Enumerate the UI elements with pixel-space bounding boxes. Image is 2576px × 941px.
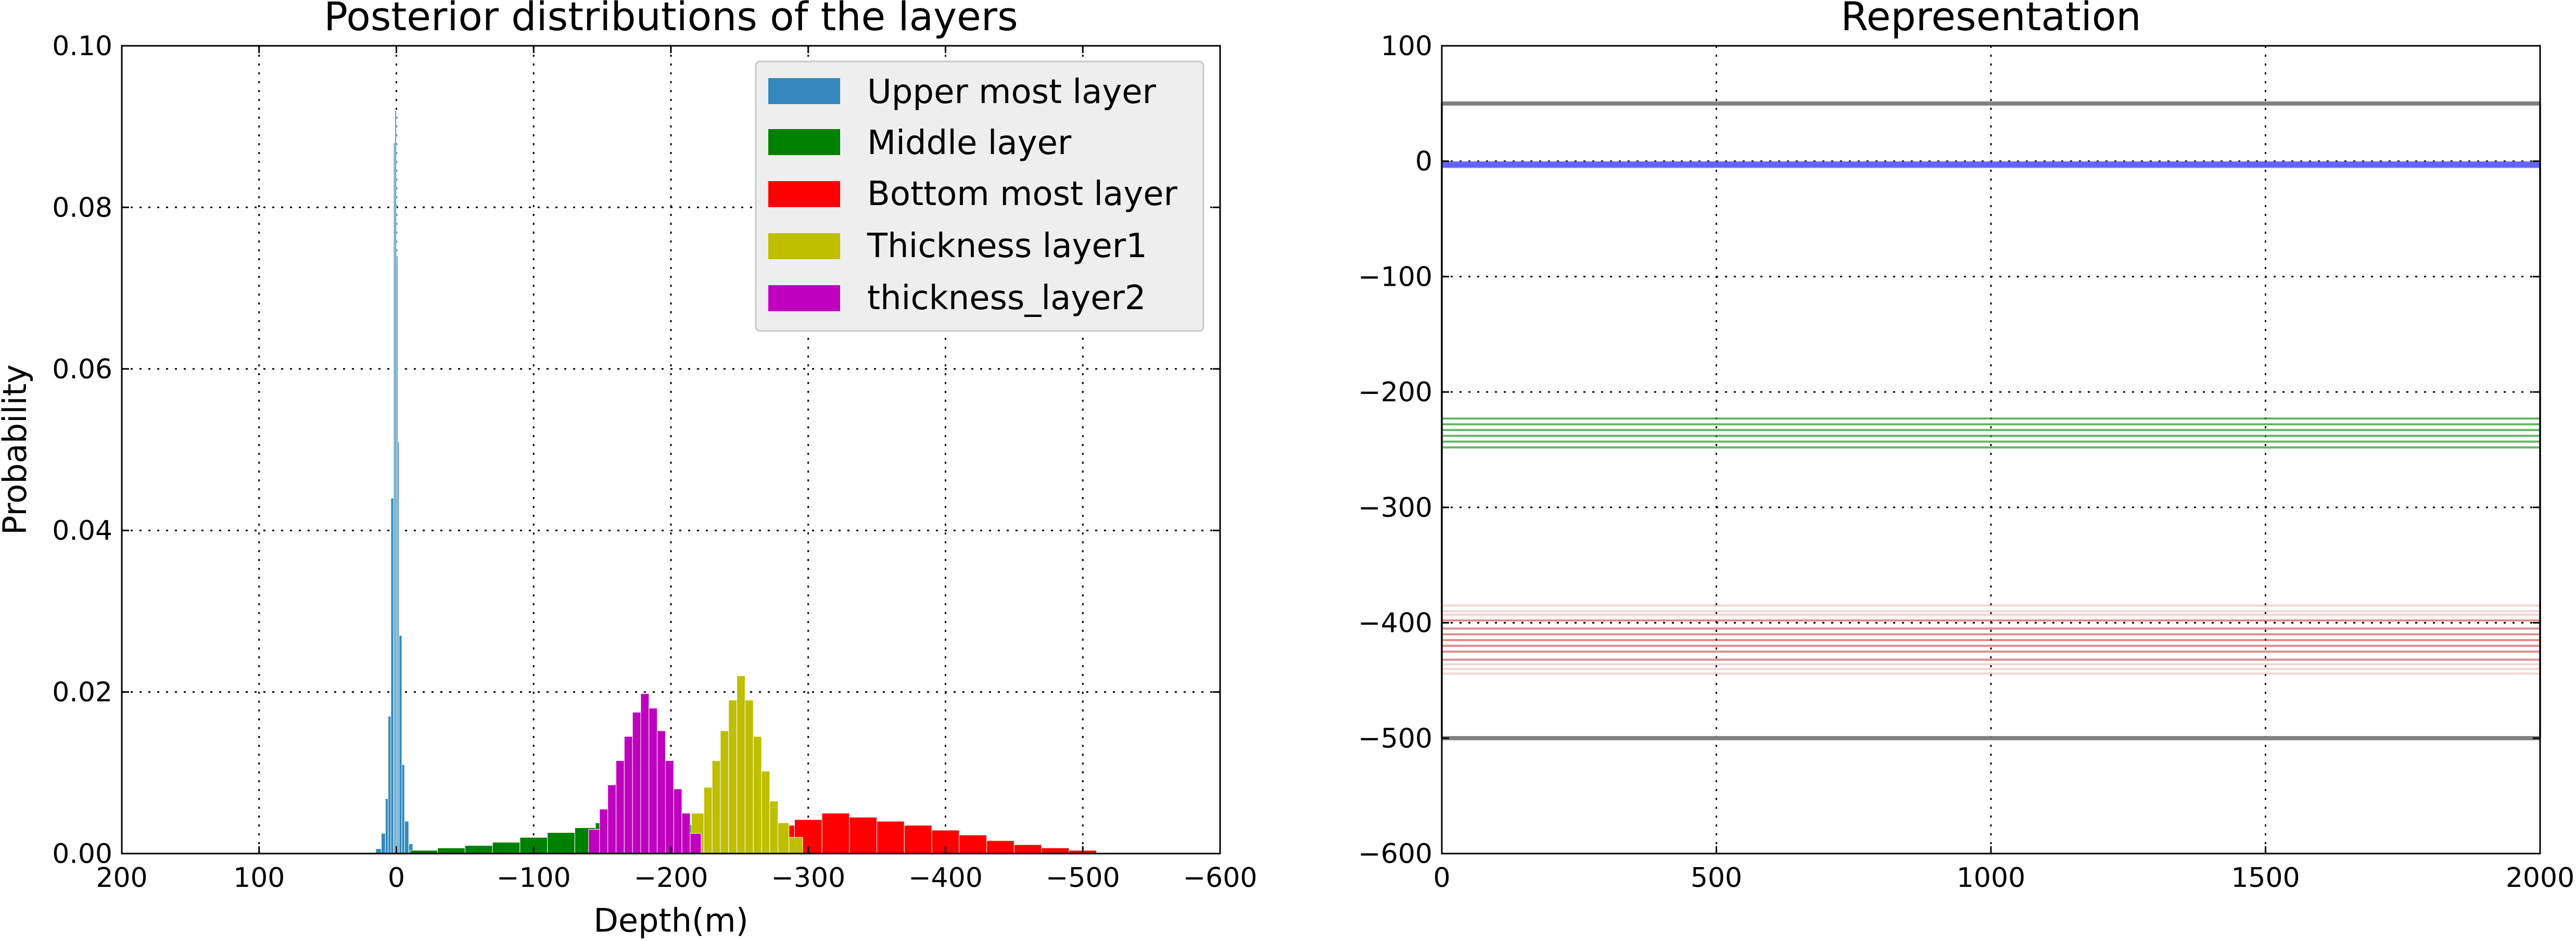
histogram-bar-thickness-layer1 bbox=[789, 837, 803, 854]
histogram-bar-thickness-layer2 bbox=[673, 789, 682, 854]
histogram-bar-thickness-layer2 bbox=[665, 760, 674, 854]
histogram-bar-upper-most-layer bbox=[399, 635, 402, 854]
histogram-bar-bottom-most-layer bbox=[1041, 847, 1070, 854]
histogram-bar-thickness-layer2 bbox=[681, 812, 691, 854]
representation-y-tick-label: −500 bbox=[1358, 723, 1432, 754]
legend-label-upper-most-layer: Upper most layer bbox=[867, 73, 1157, 111]
legend-label-thickness-layer1: Thickness layer1 bbox=[867, 227, 1147, 265]
representation-y-tick-label: −400 bbox=[1358, 608, 1432, 639]
histogram-y-tick-label: 0.10 bbox=[52, 31, 112, 62]
histogram-chart: 200 100 0 −100 −200 −300 −400 −500 −600 0.00 0.02 0… bbox=[0, 0, 1257, 939]
legend-swatch-middle-layer bbox=[768, 129, 840, 155]
histogram-bar-thickness-layer2 bbox=[690, 833, 702, 854]
histogram-bar-thickness-layer1 bbox=[737, 676, 745, 854]
histogram-y-tick-label: 0.08 bbox=[52, 192, 112, 223]
series-thickness-layer2 bbox=[588, 693, 702, 854]
histogram-bar-upper-most-layer bbox=[390, 498, 394, 854]
histogram-bar-thickness-layer2 bbox=[599, 809, 608, 854]
histogram-bar-bottom-most-layer bbox=[821, 812, 850, 854]
histogram-bar-thickness-layer2 bbox=[632, 711, 641, 854]
histogram-bar-thickness-layer1 bbox=[703, 787, 713, 854]
histogram-bar-thickness-layer2 bbox=[649, 708, 658, 854]
legend-label-middle-layer: Middle layer bbox=[867, 124, 1072, 162]
histogram-bar-upper-most-layer bbox=[404, 821, 409, 854]
histogram-x-tick-label: −500 bbox=[1046, 862, 1120, 894]
histogram-bar-bottom-most-layer bbox=[959, 834, 987, 854]
histogram-y-tick-label: 0.00 bbox=[52, 838, 112, 870]
histogram-bar-upper-most-layer bbox=[380, 833, 386, 854]
representation-x-tick-label: 0 bbox=[1433, 862, 1450, 894]
representation-ticks: 0 500 1000 1500 20001000−100−200−300−400−500… bbox=[1358, 31, 2574, 894]
histogram-legend: Upper most layer Middle layer Bottom mos… bbox=[755, 60, 1204, 332]
histogram-bar-bottom-most-layer bbox=[877, 821, 905, 854]
histogram-bar-upper-most-layer bbox=[388, 716, 391, 854]
representation-y-tick-label: −100 bbox=[1358, 261, 1432, 293]
legend-swatch-thickness-layer1 bbox=[768, 233, 840, 259]
representation-y-tick-label: 0 bbox=[1415, 146, 1432, 177]
representation-x-tick-label: 2000 bbox=[2506, 862, 2574, 894]
histogram-bar-thickness-layer2 bbox=[616, 760, 625, 854]
histogram-bar-bottom-most-layer bbox=[1013, 844, 1042, 854]
histogram-bar-bottom-most-layer bbox=[986, 840, 1014, 854]
histogram-y-tick-label: 0.06 bbox=[52, 354, 112, 385]
histogram-bar-thickness-layer1 bbox=[769, 800, 779, 854]
representation-series-2 bbox=[1442, 417, 2540, 449]
series-upper-most-layer bbox=[375, 110, 419, 854]
representation-y-tick-label: −300 bbox=[1358, 492, 1432, 524]
histogram-x-tick-label: −300 bbox=[771, 862, 845, 894]
histogram-bar-upper-most-layer bbox=[385, 798, 389, 854]
histogram-bar-thickness-layer1 bbox=[778, 822, 790, 854]
histogram-bar-thickness-layer1 bbox=[728, 700, 738, 854]
histogram-bar-middle-layer bbox=[464, 845, 493, 854]
histogram-x-tick-label: 100 bbox=[233, 862, 285, 894]
histogram-bar-thickness-layer2 bbox=[607, 784, 617, 854]
histogram-x-tick-label: −600 bbox=[1183, 862, 1258, 894]
representation-y-tick-label: 100 bbox=[1381, 31, 1432, 62]
histogram-x-tick-label: 200 bbox=[96, 862, 147, 894]
histogram-y-axis-label: Probability bbox=[0, 364, 34, 535]
representation-series-1 bbox=[1442, 161, 2540, 168]
legend-swatch-bottom-most-layer bbox=[768, 181, 840, 207]
histogram-y-tick-label: 0.02 bbox=[52, 677, 112, 708]
representation-title: Representation bbox=[1841, 0, 2141, 40]
representation-series-3 bbox=[1442, 619, 2540, 661]
representation-y-tick-label: −200 bbox=[1358, 377, 1432, 408]
histogram-bar-thickness-layer2 bbox=[624, 736, 633, 854]
histogram-x-tick-label: −200 bbox=[634, 862, 708, 894]
histogram-ticks: 200 100 0 −100 −200 −300 −400 −500 −600 0.00 0.02 0… bbox=[52, 31, 1257, 894]
legend-box bbox=[755, 60, 1204, 332]
histogram-x-tick-label: −400 bbox=[908, 862, 983, 894]
histogram-y-tick-label: 0.04 bbox=[52, 515, 112, 546]
histogram-bar-bottom-most-layer bbox=[849, 817, 878, 854]
histogram-bar-bottom-most-layer bbox=[904, 825, 932, 854]
histogram-bar-thickness-layer1 bbox=[753, 736, 762, 854]
histogram-bar-upper-most-layer bbox=[401, 764, 405, 854]
legend-label-bottom-most-layer: Bottom most layer bbox=[867, 175, 1178, 213]
representation-y-tick-label: −600 bbox=[1358, 838, 1432, 870]
histogram-title: Posterior distributions of the layers bbox=[324, 0, 1018, 40]
histogram-bar-thickness-layer2 bbox=[640, 693, 650, 854]
histogram-x-tick-label: 0 bbox=[388, 862, 405, 894]
representation-series-4 bbox=[1442, 604, 2540, 675]
histogram-bar-thickness-layer1 bbox=[720, 730, 729, 854]
legend-label-thickness-layer2: thickness_layer2 bbox=[867, 279, 1146, 317]
representation-x-tick-label: 1500 bbox=[2231, 862, 2300, 894]
histogram-bar-thickness-layer2 bbox=[657, 730, 666, 854]
histogram-bar-thickness-layer1 bbox=[761, 771, 770, 854]
histogram-bar-middle-layer bbox=[492, 842, 521, 854]
legend-swatch-upper-most-layer bbox=[768, 78, 840, 104]
histogram-bar-thickness-layer1 bbox=[744, 700, 754, 854]
histogram-bar-thickness-layer2 bbox=[588, 829, 600, 854]
legend-swatch-thickness-layer2 bbox=[768, 285, 840, 311]
histogram-x-tick-label: −100 bbox=[497, 862, 571, 894]
histogram-bar-middle-layer bbox=[547, 832, 575, 854]
histogram-bar-thickness-layer1 bbox=[712, 760, 721, 854]
histogram-x-axis-label: Depth(m) bbox=[593, 901, 748, 939]
representation-chart: 0 500 1000 1500 20001000−100−200−300−400−500… bbox=[1358, 0, 2574, 894]
representation-x-tick-label: 1000 bbox=[1957, 862, 2025, 894]
histogram-bar-middle-layer bbox=[437, 847, 465, 854]
representation-x-tick-label: 500 bbox=[1691, 862, 1742, 894]
